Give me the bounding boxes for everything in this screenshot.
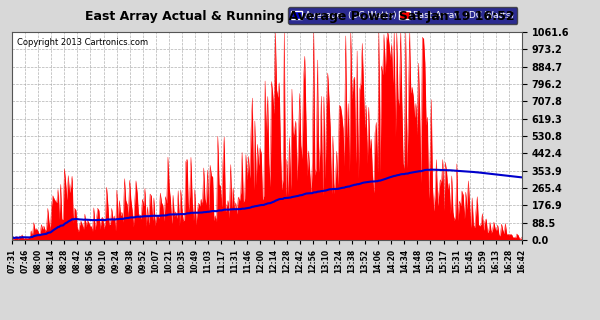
Text: Copyright 2013 Cartronics.com: Copyright 2013 Cartronics.com [17, 38, 148, 47]
Legend: Average  (DC Watts), East Array  (DC Watts): Average (DC Watts), East Array (DC Watts… [288, 7, 517, 24]
Text: East Array Actual & Running Average Power Sat Jan 19 16:52: East Array Actual & Running Average Powe… [85, 10, 515, 23]
